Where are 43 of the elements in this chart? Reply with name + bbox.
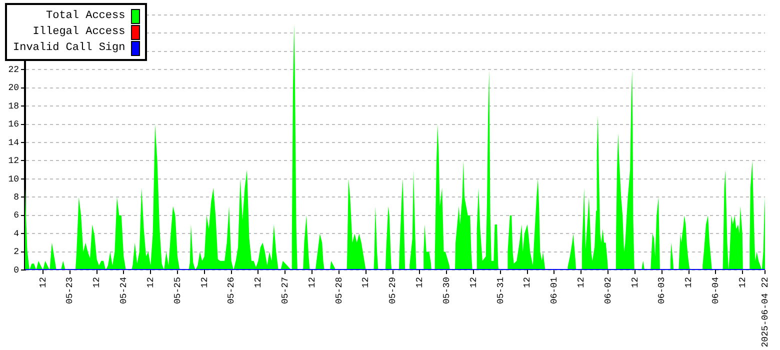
x-tick-label: 12 — [307, 277, 318, 288]
x-tick-label: 05-26 — [226, 277, 237, 304]
y-tick-label: 22 — [8, 65, 19, 76]
x-tick-label: 12 — [361, 277, 372, 288]
y-tick-label: 0 — [14, 265, 19, 276]
x-tick-label: 05-29 — [388, 277, 398, 304]
x-tick-label: 05-23 — [65, 277, 76, 304]
x-tick-label: 12 — [254, 277, 264, 288]
y-tick-label: 8 — [14, 192, 19, 203]
x-tick-label: 12 — [468, 277, 479, 288]
x-tick-label: 05-24 — [119, 277, 130, 304]
x-tick-label: 05-31 — [496, 277, 506, 304]
x-tick-label: 12 — [630, 277, 640, 288]
x-tick-label: 12 — [684, 277, 694, 288]
y-tick-label: 6 — [14, 210, 19, 221]
x-tick-label: 12 — [415, 277, 426, 288]
legend-label: Illegal Access — [32, 26, 126, 38]
x-tick-label: 12 — [576, 277, 587, 288]
x-tick-label: 05-28 — [334, 277, 344, 304]
x-tick-label: 06-04 — [711, 277, 722, 304]
y-tick-label: 16 — [8, 120, 19, 130]
y-tick-label: 14 — [8, 138, 19, 148]
x-tick-label: 12 — [92, 277, 102, 288]
y-tick-label: 10 — [8, 174, 19, 184]
x-tick-label: 06-03 — [657, 277, 668, 304]
x-tick-label: 12 — [738, 277, 748, 288]
x-tick-label: 05-30 — [442, 277, 452, 304]
y-tick-label: 18 — [8, 101, 19, 112]
x-tick-label: 12 — [200, 277, 210, 288]
y-tick-label: 4 — [14, 228, 19, 239]
x-tick-label: 05-27 — [280, 277, 291, 304]
y-tick-label: 2 — [14, 247, 19, 258]
x-tick-label: 12 — [522, 277, 533, 288]
x-tick-label: 06-01 — [550, 277, 560, 304]
y-tick-label: 20 — [8, 83, 19, 94]
legend-label: Invalid Call Sign — [13, 42, 126, 54]
legend-label: Total Access — [46, 10, 126, 22]
x-tick-label: 05-25 — [172, 277, 183, 304]
x-tick-label: 06-02 — [603, 277, 614, 304]
x-tick-label: 12 — [146, 277, 156, 288]
x-tick-label: 12 — [38, 277, 48, 288]
y-tick-label: 12 — [8, 156, 19, 166]
x-tick-label: 2025-06-04 22 — [760, 277, 770, 348]
